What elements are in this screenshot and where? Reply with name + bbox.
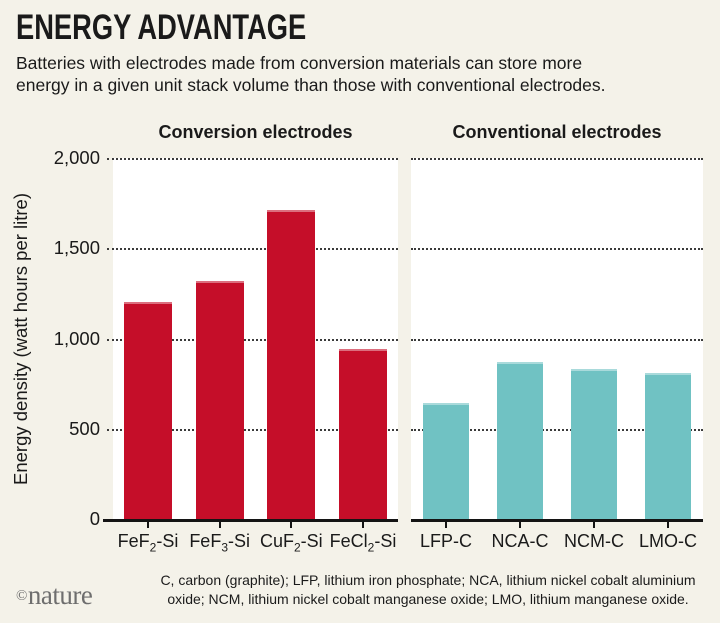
x-tick-mark [361, 522, 364, 528]
bar-LMO-C [645, 372, 691, 519]
x-category-FeF2-Si: FeF2-Si [118, 522, 178, 554]
x-axis-line [411, 519, 703, 522]
x-tick-mark [147, 522, 149, 528]
gridline-500 [411, 428, 703, 431]
y-tick-0: 0 [89, 508, 100, 529]
bar-FeF2-Si [124, 302, 172, 519]
xaxis-labels: FeF2-Si FeF3-Si CuF2-Si FeCl2-Si [113, 522, 398, 554]
gridline-1500 [107, 248, 398, 251]
x-label-FeF2-Si: FeF2-Si [117, 531, 179, 555]
page-title: ENERGY ADVANTAGE [16, 8, 307, 47]
conventional-electrodes-panel: Conventional electrodes LFP-C NCA-C NCM-C L… [411, 122, 703, 551]
x-label-LFP-C: LFP-C [420, 531, 473, 551]
y-tick-1500: 1,500 [53, 237, 100, 259]
x-tick-mark [667, 522, 669, 528]
gridline-500 [107, 428, 398, 431]
conversion-electrodes-panel: Conversion electrodes FeF2-Si FeF3-Si CuF2… [103, 122, 398, 554]
y-axis-title: Energy density (watt hours per litre) [10, 192, 32, 485]
x-tick-mark [519, 522, 521, 528]
page-subtitle: Batteries with electrodes made from conv… [16, 52, 606, 96]
x-tick-mark [593, 522, 595, 528]
bar-CuF2-Si [267, 210, 316, 519]
x-category-FeF3-Si: FeF3-Si [189, 522, 250, 554]
x-tick-mark [218, 522, 221, 528]
x-tick-mark [445, 522, 447, 528]
conventional-panel-title: Conventional electrodes [452, 122, 662, 142]
bars-area [411, 158, 703, 519]
x-label-FeCl2-Si: FeCl2-Si [329, 531, 397, 555]
copyright-icon: © [16, 588, 27, 604]
x-label-NCM-C: NCM-C [564, 531, 624, 551]
footnote-line-2: oxide; NCM, lithium nickel cobalt mangan… [167, 591, 689, 607]
x-category-LMO-C: LMO-C [639, 522, 697, 552]
x-category-CuF2-Si: CuF2-Si [260, 522, 323, 554]
gridline-2000 [411, 158, 703, 160]
x-label-CuF2-Si: CuF2-Si [259, 531, 323, 555]
x-category-LFP-C: LFP-C [420, 522, 473, 552]
bar-FeF3-Si [195, 280, 244, 519]
x-category-FeCl2-Si: FeCl2-Si [330, 522, 396, 554]
nature-logo-text: nature [27, 580, 93, 610]
x-label-NCA-C: NCA-C [491, 531, 549, 551]
footnote-line-1: C, carbon (graphite); LFP, lithium iron … [160, 572, 696, 588]
footnote: C, carbon (graphite); LFP, lithium iron … [148, 571, 708, 609]
x-axis-line [103, 519, 398, 522]
gridline-1000 [107, 338, 398, 341]
x-label-FeF3-Si: FeF3-Si [189, 531, 251, 555]
bar-NCM-C [571, 369, 617, 519]
nature-logo: ©nature [16, 580, 93, 611]
x-category-NCA-C: NCA-C [492, 522, 549, 552]
x-category-NCM-C: NCM-C [564, 522, 624, 552]
bar-FeCl2-Si [338, 349, 387, 519]
y-tick-1000: 1,000 [53, 327, 100, 349]
x-tick-mark [290, 522, 293, 528]
subtitle-line-1: Batteries with electrodes made from conv… [16, 53, 583, 73]
conversion-panel-title: Conversion electrodes [158, 122, 353, 142]
y-axis-title-wrap: Energy density (watt hours per litre) [8, 158, 34, 519]
gridline-1500 [411, 248, 703, 251]
xaxis-labels: LFP-C NCA-C NCM-C LMO-C [411, 522, 703, 552]
bar-LFP-C [423, 403, 469, 519]
bar-NCA-C [497, 361, 543, 519]
y-tick-500: 500 [69, 417, 100, 439]
gridline-1000 [411, 338, 703, 341]
gridline-2000 [107, 158, 398, 160]
subtitle-line-2: energy in a given unit stack volume than… [16, 75, 606, 95]
x-label-LMO-C: LMO-C [639, 531, 697, 551]
bars-area [113, 158, 398, 519]
y-tick-2000: 2,000 [53, 147, 100, 168]
y-axis-ticks: 2,000 1,500 1,000 500 0 [33, 147, 100, 529]
